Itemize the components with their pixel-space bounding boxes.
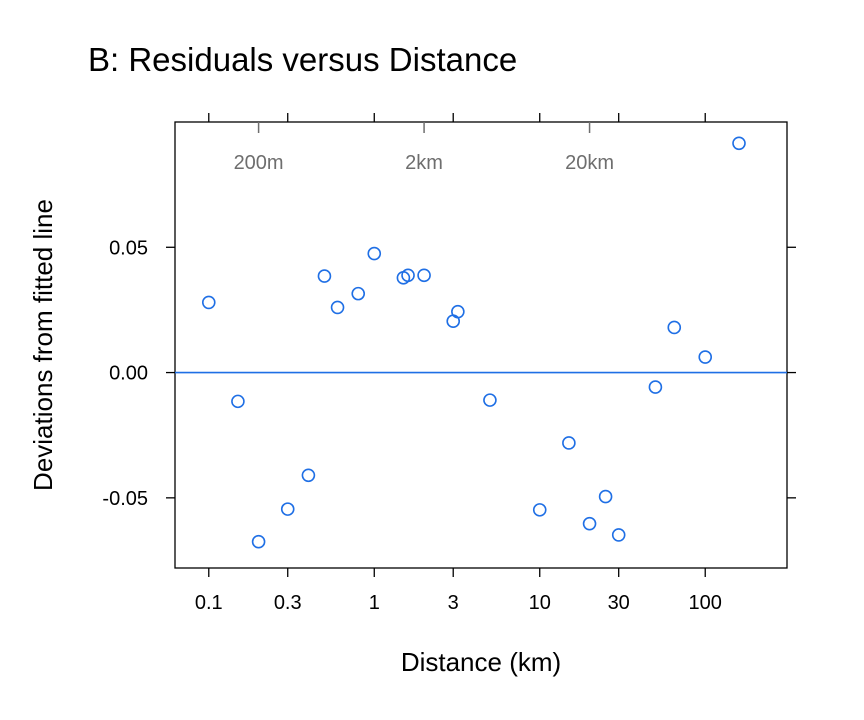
y-axis-label: Deviations from fitted line xyxy=(28,199,58,491)
top-distance-label: 200m xyxy=(234,152,284,174)
x-tick-label: 1 xyxy=(369,592,380,614)
data-point xyxy=(351,286,366,301)
data-point xyxy=(280,502,295,516)
top-axis-distance-labels: 200m 2km 20km xyxy=(234,122,614,174)
data-point xyxy=(483,393,497,407)
data-point xyxy=(698,350,713,364)
y-axis-ticks: -0.05 0.00 0.05 xyxy=(102,237,796,510)
scatter-points xyxy=(201,136,746,549)
x-tick-label: 0.1 xyxy=(195,592,223,614)
x-tick-label: 100 xyxy=(689,592,722,614)
data-point xyxy=(201,295,216,310)
data-point xyxy=(598,489,613,504)
data-point xyxy=(562,436,576,450)
data-point xyxy=(732,136,746,151)
data-point xyxy=(301,468,316,483)
data-point xyxy=(667,320,682,335)
x-tick-label: 0.3 xyxy=(274,592,302,614)
data-point xyxy=(317,269,332,283)
top-distance-label: 2km xyxy=(405,152,443,174)
y-tick-label: -0.05 xyxy=(102,488,148,510)
data-point xyxy=(330,300,345,315)
top-distance-label: 20km xyxy=(565,152,614,174)
plot-frame xyxy=(174,121,788,569)
x-tick-label: 30 xyxy=(608,592,630,614)
x-axis-ticks: 0.1 0.3 1 3 10 30 100 xyxy=(195,113,722,614)
x-tick-label: 3 xyxy=(448,592,459,614)
data-point xyxy=(611,528,626,542)
data-point xyxy=(582,516,597,531)
chart-title: B: Residuals versus Distance xyxy=(88,41,517,78)
data-point xyxy=(417,268,431,283)
y-tick-label: 0.05 xyxy=(109,237,148,259)
x-axis-label: Distance (km) xyxy=(401,647,561,677)
data-point xyxy=(401,268,415,283)
data-point xyxy=(367,246,382,261)
data-point xyxy=(451,304,465,319)
y-tick-label: 0.00 xyxy=(109,363,148,385)
data-point xyxy=(251,534,266,549)
data-point xyxy=(648,380,663,394)
data-point xyxy=(231,394,245,409)
data-point xyxy=(532,503,547,517)
x-tick-label: 10 xyxy=(529,592,551,614)
